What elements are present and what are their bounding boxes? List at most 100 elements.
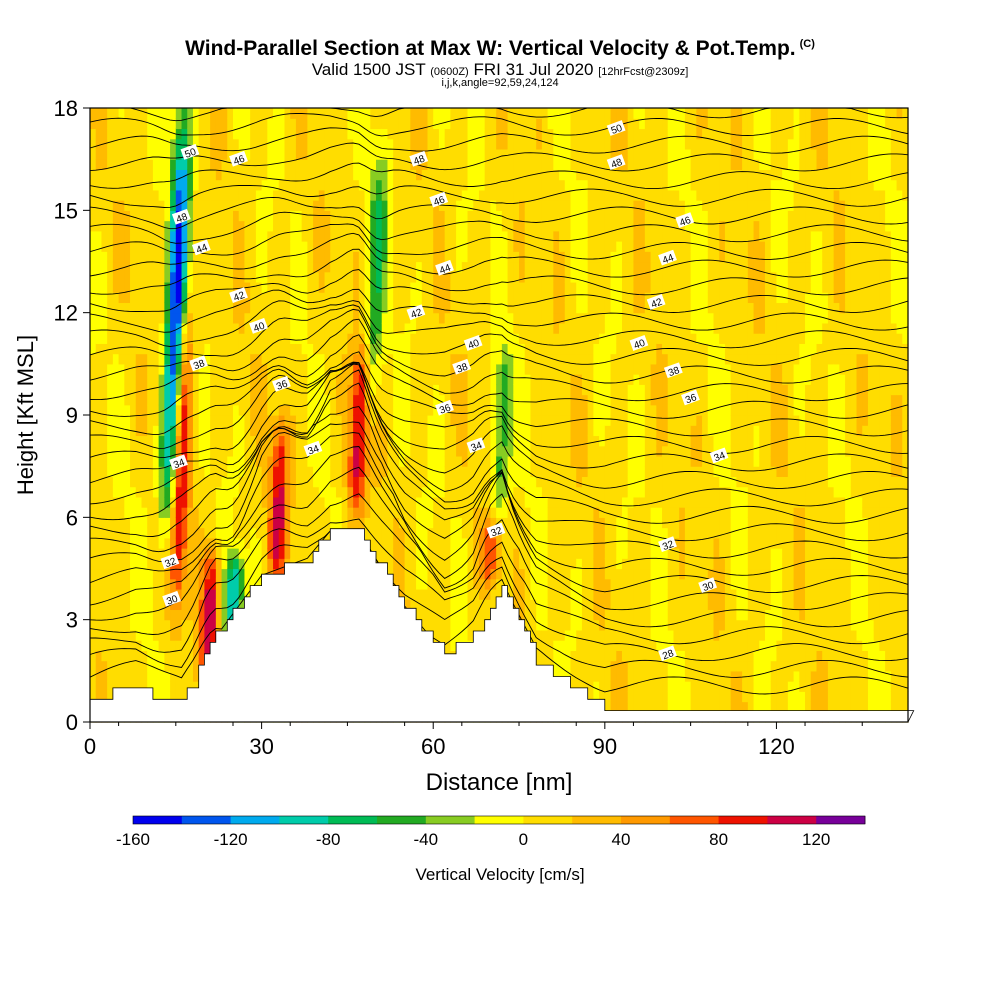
- velocity-cell: [524, 415, 532, 426]
- velocity-cell: [467, 189, 474, 201]
- velocity-cell: [204, 363, 211, 375]
- velocity-cell: [118, 148, 125, 160]
- velocity-cell: [421, 425, 429, 437]
- velocity-cell: [330, 507, 337, 518]
- velocity-cell: [433, 548, 440, 559]
- velocity-cell: [164, 118, 171, 130]
- velocity-cell: [130, 599, 137, 611]
- velocity-cell: [107, 394, 114, 406]
- velocity-cell: [187, 660, 194, 672]
- velocity-cell: [421, 292, 429, 304]
- velocity-cell: [204, 271, 211, 283]
- velocity-cell: [244, 333, 251, 344]
- velocity-cell: [124, 496, 131, 508]
- velocity-cell: [175, 148, 183, 160]
- velocity-cell: [381, 271, 389, 283]
- velocity-cell: [238, 128, 246, 140]
- velocity-cell: [341, 241, 349, 252]
- velocity-cell: [307, 108, 314, 119]
- velocity-cell: [313, 148, 320, 160]
- velocity-cell: [261, 271, 268, 283]
- velocity-cell: [152, 292, 160, 304]
- velocity-cell: [358, 261, 366, 273]
- velocity-cell: [358, 220, 366, 232]
- velocity-cell: [450, 415, 457, 426]
- velocity-cell: [301, 333, 308, 344]
- velocity-cell: [444, 578, 451, 590]
- velocity-cell: [393, 148, 400, 160]
- velocity-cell: [221, 496, 228, 508]
- velocity-cell: [398, 312, 406, 324]
- velocity-cell: [95, 138, 103, 150]
- velocity-cell: [130, 660, 137, 672]
- velocity-cell: [90, 169, 97, 181]
- velocity-cell: [456, 394, 463, 406]
- velocity-cell: [141, 588, 148, 600]
- velocity-cell: [507, 537, 514, 549]
- velocity-cell: [324, 384, 331, 396]
- velocity-cell: [238, 302, 246, 314]
- velocity-cell: [101, 210, 108, 222]
- velocity-cell: [130, 496, 137, 508]
- velocity-cell: [250, 507, 257, 518]
- velocity-cell: [387, 455, 394, 467]
- velocity-cell: [324, 425, 331, 437]
- velocity-cell: [404, 445, 411, 457]
- velocity-cell: [501, 435, 509, 447]
- velocity-cell: [278, 169, 286, 181]
- velocity-cell: [381, 496, 389, 508]
- velocity-cell: [341, 415, 349, 426]
- velocity-cell: [324, 404, 331, 416]
- velocity-cell: [170, 322, 177, 334]
- velocity-cell: [478, 384, 486, 396]
- velocity-cell: [410, 445, 417, 457]
- velocity-cell: [250, 230, 257, 242]
- velocity-cell: [221, 251, 228, 263]
- velocity-cell: [541, 486, 549, 498]
- velocity-cell: [353, 271, 360, 283]
- velocity-cell: [90, 435, 97, 447]
- velocity-cell: [393, 415, 400, 426]
- velocity-cell: [152, 353, 160, 365]
- velocity-cell: [507, 189, 514, 201]
- velocity-cell: [478, 108, 486, 119]
- velocity-cell: [192, 660, 200, 672]
- velocity-cell: [318, 292, 326, 304]
- velocity-cell: [101, 455, 108, 467]
- velocity-cell: [118, 179, 125, 191]
- velocity-cell: [124, 670, 131, 682]
- velocity-cell: [175, 118, 183, 130]
- velocity-cell: [124, 404, 131, 416]
- velocity-cell: [444, 374, 451, 385]
- velocity-cell: [496, 169, 503, 181]
- velocity-cell: [501, 578, 509, 590]
- velocity-cell: [301, 271, 308, 283]
- velocity-cell: [496, 568, 503, 580]
- velocity-cell: [461, 108, 469, 119]
- velocity-cell: [210, 220, 217, 232]
- velocity-cell: [393, 394, 400, 406]
- velocity-cell: [170, 415, 177, 426]
- velocity-cell: [250, 496, 257, 508]
- velocity-cell: [284, 333, 291, 344]
- velocity-cell: [221, 435, 228, 447]
- velocity-cell: [158, 394, 165, 406]
- velocity-cell: [416, 220, 423, 232]
- velocity-cell: [461, 619, 469, 631]
- velocity-cell: [456, 404, 463, 416]
- velocity-cell: [198, 261, 206, 273]
- velocity-cell: [427, 548, 434, 559]
- velocity-cell: [255, 353, 263, 365]
- velocity-cell: [187, 527, 194, 539]
- velocity-cell: [130, 169, 137, 181]
- velocity-cell: [135, 568, 143, 580]
- velocity-cell: [530, 189, 537, 201]
- velocity-cell: [210, 537, 217, 549]
- velocity-cell: [353, 445, 360, 457]
- velocity-cell: [416, 415, 423, 426]
- velocity-cell: [181, 466, 188, 477]
- velocity-cell: [427, 333, 434, 344]
- velocity-cell: [158, 179, 165, 191]
- velocity-cell: [421, 404, 429, 416]
- velocity-cell: [101, 312, 108, 324]
